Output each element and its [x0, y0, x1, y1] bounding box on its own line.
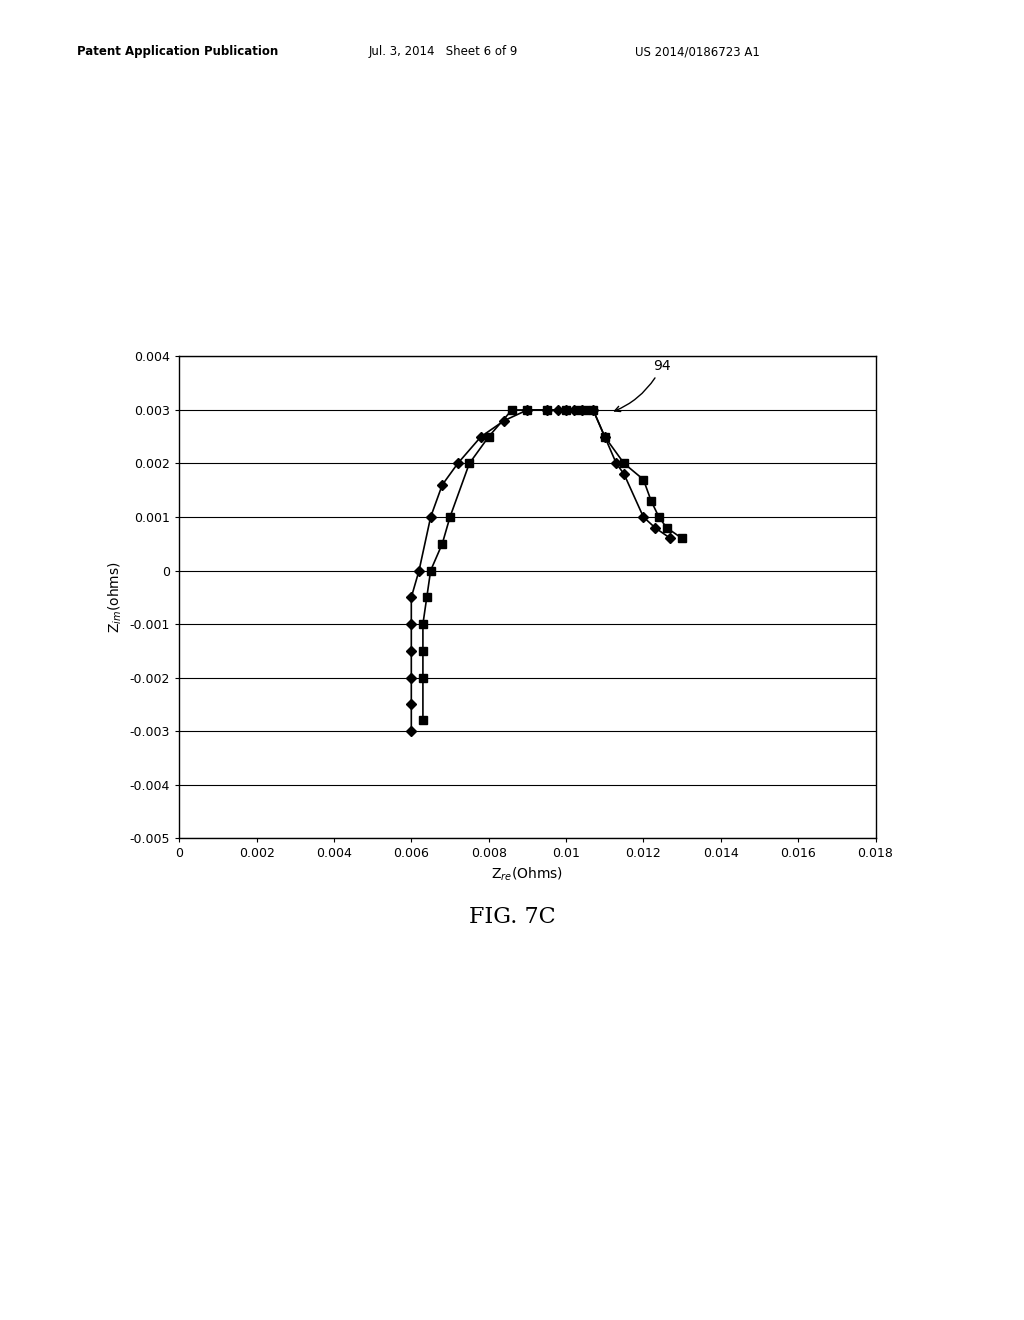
X-axis label: Z$_{re}$(Ohms): Z$_{re}$(Ohms) [492, 866, 563, 883]
Y-axis label: Z$_{im}$(ohms): Z$_{im}$(ohms) [106, 561, 124, 634]
Text: Patent Application Publication: Patent Application Publication [77, 45, 279, 58]
Text: Jul. 3, 2014   Sheet 6 of 9: Jul. 3, 2014 Sheet 6 of 9 [369, 45, 518, 58]
Text: FIG. 7C: FIG. 7C [469, 907, 555, 928]
Text: US 2014/0186723 A1: US 2014/0186723 A1 [635, 45, 760, 58]
Text: 94: 94 [614, 359, 671, 412]
